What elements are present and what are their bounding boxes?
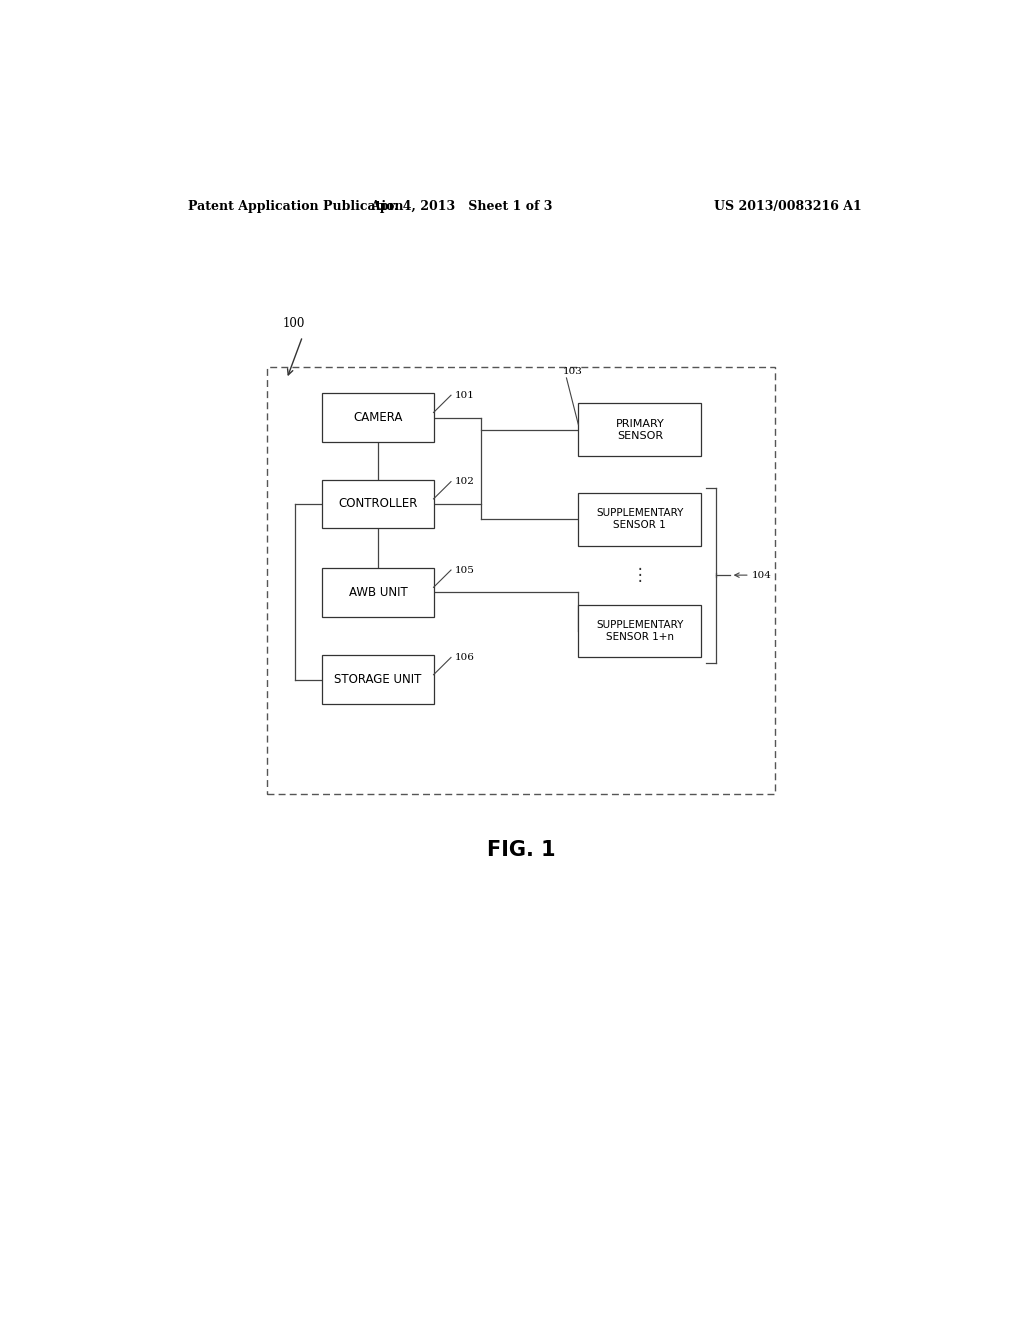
- Text: 104: 104: [753, 570, 772, 579]
- Text: SUPPLEMENTARY
SENSOR 1+n: SUPPLEMENTARY SENSOR 1+n: [596, 620, 684, 642]
- Bar: [323, 479, 433, 528]
- Text: ⋮: ⋮: [632, 566, 648, 585]
- Text: Apr. 4, 2013   Sheet 1 of 3: Apr. 4, 2013 Sheet 1 of 3: [370, 199, 553, 213]
- Text: US 2013/0083216 A1: US 2013/0083216 A1: [715, 199, 862, 213]
- Text: Patent Application Publication: Patent Application Publication: [187, 199, 403, 213]
- Bar: [323, 568, 433, 616]
- Text: SUPPLEMENTARY
SENSOR 1: SUPPLEMENTARY SENSOR 1: [596, 508, 684, 531]
- Text: FIG. 1: FIG. 1: [486, 840, 555, 859]
- Text: 101: 101: [455, 391, 475, 400]
- Bar: [579, 605, 701, 657]
- Text: 103: 103: [562, 367, 583, 376]
- Bar: [267, 367, 775, 793]
- Text: 102: 102: [455, 477, 475, 486]
- Bar: [579, 492, 701, 545]
- Text: CONTROLLER: CONTROLLER: [338, 498, 418, 511]
- Text: 106: 106: [455, 653, 475, 661]
- Text: AWB UNIT: AWB UNIT: [348, 586, 408, 599]
- Text: 105: 105: [455, 565, 475, 574]
- Text: PRIMARY
SENSOR: PRIMARY SENSOR: [615, 418, 665, 441]
- Bar: [323, 393, 433, 442]
- Text: STORAGE UNIT: STORAGE UNIT: [334, 673, 422, 686]
- Text: 100: 100: [283, 317, 305, 330]
- Bar: [579, 404, 701, 457]
- Bar: [323, 656, 433, 704]
- Text: CAMERA: CAMERA: [353, 411, 402, 424]
